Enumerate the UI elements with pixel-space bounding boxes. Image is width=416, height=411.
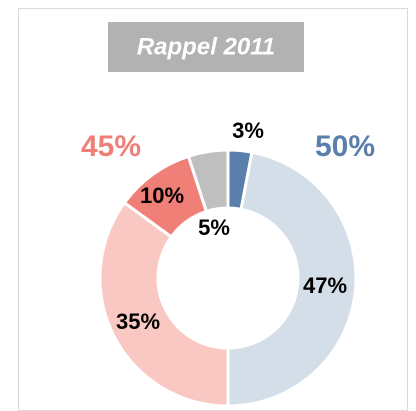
donut-segment [186,148,230,214]
annotation: 45% [81,130,141,163]
annotation: 50% [315,130,375,163]
data-label: 5% [198,215,230,240]
data-label: 3% [232,118,264,143]
donut-segment [98,200,230,408]
data-label: 10% [140,183,184,208]
donut-segment [226,150,358,408]
chart-title: Rappel 2011 [137,33,275,60]
title-box [108,22,304,72]
data-label: 47% [303,273,347,298]
data-label: 35% [116,309,160,334]
